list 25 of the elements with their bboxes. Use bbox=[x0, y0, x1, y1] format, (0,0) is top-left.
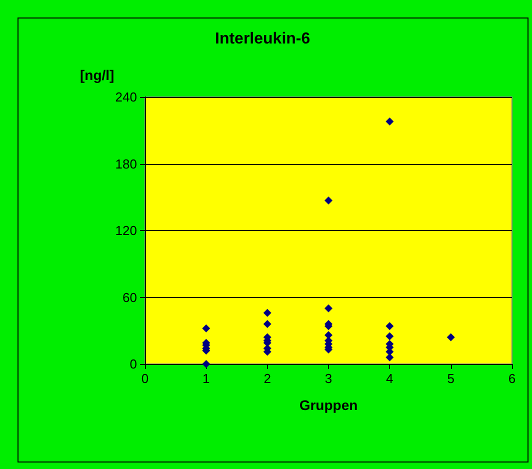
x-tick-label: 6 bbox=[508, 371, 516, 386]
point bbox=[386, 322, 394, 330]
point bbox=[263, 320, 272, 328]
point bbox=[386, 117, 394, 126]
point bbox=[202, 360, 210, 368]
y-tick-label: 180 bbox=[115, 156, 137, 172]
x-tick-label: 1 bbox=[202, 371, 210, 386]
point bbox=[324, 304, 332, 312]
x-axis-title: Gruppen bbox=[299, 397, 358, 413]
x-tick-label: 4 bbox=[386, 371, 394, 386]
x-tick-label: 2 bbox=[264, 371, 271, 386]
point bbox=[263, 308, 272, 317]
chart-title: Interleukin-6 bbox=[215, 30, 310, 48]
y-tick-label: 60 bbox=[122, 290, 137, 305]
x-tick-label: 3 bbox=[324, 371, 332, 386]
y-tick-label: 120 bbox=[115, 223, 137, 238]
y-axis-title: [ng/l] bbox=[80, 67, 114, 83]
x-tick-label: 0 bbox=[141, 371, 149, 386]
point bbox=[324, 196, 332, 204]
point bbox=[386, 332, 394, 340]
point bbox=[202, 324, 210, 332]
point bbox=[446, 333, 455, 342]
y-tick-label: 0 bbox=[130, 356, 137, 372]
y-tick-label: 240 bbox=[115, 90, 137, 104]
x-tick-label: 5 bbox=[447, 371, 454, 386]
